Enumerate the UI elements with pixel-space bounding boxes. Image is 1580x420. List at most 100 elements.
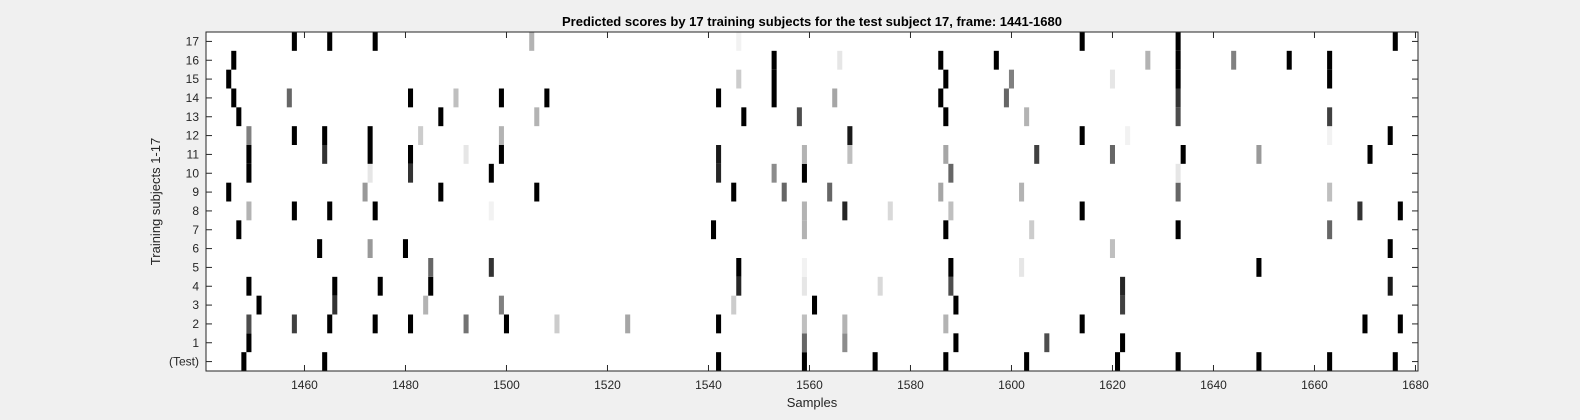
heatmap-cell xyxy=(1115,352,1121,371)
heatmap-cell xyxy=(498,88,504,108)
heatmap-cell xyxy=(1392,352,1398,371)
heatmap-cell xyxy=(544,88,550,108)
heatmap-cell xyxy=(231,88,237,108)
x-tick-label: 1520 xyxy=(594,378,621,392)
heatmap-cell xyxy=(943,69,949,89)
heatmap-cell xyxy=(943,145,949,164)
heatmap-cell xyxy=(1175,32,1181,51)
y-tick-label: 4 xyxy=(192,279,199,293)
heatmap-cell xyxy=(953,333,959,353)
heatmap-cell xyxy=(327,314,333,334)
y-tick-label: 13 xyxy=(186,110,200,124)
heatmap-cell xyxy=(716,88,722,108)
heatmap-cell xyxy=(801,314,807,334)
heatmap-cell xyxy=(801,220,807,240)
heatmap-cell xyxy=(1397,314,1403,334)
heatmap-cell xyxy=(1175,50,1181,70)
heatmap-cell xyxy=(1109,69,1115,89)
y-tick-label: 12 xyxy=(186,129,200,143)
heatmap-cell xyxy=(1109,145,1115,164)
heatmap-cell xyxy=(503,314,509,334)
y-tick-label: 16 xyxy=(186,53,200,67)
heatmap-cell xyxy=(534,182,540,202)
y-tick-label: 11 xyxy=(187,147,200,161)
heatmap-cell xyxy=(1327,126,1333,145)
heatmap-cell xyxy=(246,126,252,145)
heatmap-cell xyxy=(716,314,722,334)
heatmap-cell xyxy=(241,352,247,371)
heatmap-cell xyxy=(736,32,742,51)
heatmap-cell xyxy=(453,88,459,108)
heatmap-cell xyxy=(1034,145,1040,164)
heatmap-cell xyxy=(1145,50,1151,70)
heatmap-cell xyxy=(1362,314,1368,334)
heatmap-cell xyxy=(953,295,959,315)
plot-area xyxy=(206,32,1418,371)
heatmap-cell xyxy=(993,50,999,70)
heatmap-cell xyxy=(1256,258,1262,277)
x-tick-label: 1600 xyxy=(998,378,1025,392)
heatmap-cell xyxy=(827,182,833,202)
heatmap-cell xyxy=(438,182,444,202)
heatmap-cell xyxy=(498,145,504,164)
heatmap-cell xyxy=(372,201,378,221)
heatmap-cell xyxy=(801,352,807,371)
heatmap-cell xyxy=(812,295,818,315)
heatmap-cell xyxy=(408,163,414,183)
y-tick-label: 9 xyxy=(192,185,199,199)
heatmap-cell xyxy=(877,276,883,296)
heatmap-cell xyxy=(332,295,338,315)
y-tick-label: 15 xyxy=(186,72,200,86)
plot-border xyxy=(205,31,1419,372)
heatmap-cell xyxy=(948,201,954,221)
heatmap-cell xyxy=(1327,352,1333,371)
heatmap-cell xyxy=(226,182,232,202)
heatmap-cell xyxy=(236,220,242,240)
heatmap-cell xyxy=(327,201,333,221)
heatmap-cell xyxy=(332,276,338,296)
heatmap-cell xyxy=(488,201,494,221)
heatmap-cell xyxy=(943,314,949,334)
heatmap-cell xyxy=(943,220,949,240)
heatmap-cell xyxy=(1367,145,1373,164)
heatmap-cell xyxy=(291,201,297,221)
heatmap-cell xyxy=(291,32,297,51)
heatmap-cell xyxy=(736,276,742,296)
heatmap-cell xyxy=(1175,163,1181,183)
heatmap-cell xyxy=(801,258,807,277)
heatmap-cell xyxy=(1231,50,1237,70)
heatmap-cell xyxy=(847,145,853,164)
heatmap-cell xyxy=(1397,201,1403,221)
heatmap-cell xyxy=(408,314,414,334)
heatmap-cell xyxy=(938,182,944,202)
heatmap-cell xyxy=(1079,126,1085,145)
heatmap-cell xyxy=(246,163,252,183)
heatmap-cell xyxy=(1029,220,1035,240)
heatmap-cell xyxy=(1019,182,1025,202)
heatmap-cell xyxy=(246,145,252,164)
y-tick-label: 2 xyxy=(192,317,199,331)
heatmap-cell xyxy=(322,126,328,145)
heatmap-cell xyxy=(529,32,535,51)
heatmap-cell xyxy=(887,201,893,221)
x-tick-label: 1640 xyxy=(1200,378,1227,392)
y-tick-label: 6 xyxy=(192,242,199,256)
heatmap-cell xyxy=(1044,333,1050,353)
heatmap-cell xyxy=(1327,107,1333,127)
heatmap-cell xyxy=(428,276,434,296)
heatmap-cell xyxy=(402,239,408,258)
heatmap-cell xyxy=(418,126,424,145)
heatmap-cell xyxy=(1120,276,1126,296)
heatmap-cell xyxy=(327,32,333,51)
heatmap-cell xyxy=(736,258,742,277)
heatmap-cell xyxy=(1024,352,1030,371)
heatmap-cell xyxy=(1175,88,1181,108)
heatmap-cell xyxy=(1327,182,1333,202)
heatmap-cell xyxy=(1357,201,1363,221)
heatmap-cell xyxy=(367,126,373,145)
heatmap-cell xyxy=(1180,145,1186,164)
y-axis-label: Training subjects 1-17 xyxy=(148,138,163,265)
heatmap-cell xyxy=(1392,32,1398,51)
heatmap-cell xyxy=(872,352,878,371)
